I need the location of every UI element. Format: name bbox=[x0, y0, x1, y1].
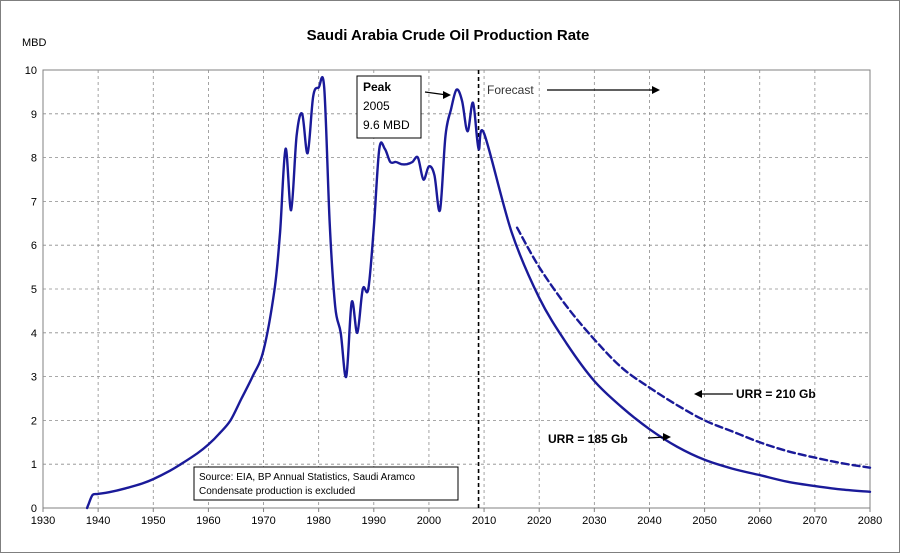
y-tick-label: 1 bbox=[31, 459, 37, 471]
series-line-urr-185 bbox=[85, 75, 872, 510]
urr-185-label: URR = 185 Gb bbox=[548, 432, 628, 446]
y-axis-unit-label: MBD bbox=[22, 37, 47, 49]
y-tick-label: 10 bbox=[25, 65, 37, 77]
y-tick-label: 3 bbox=[31, 372, 37, 384]
source-note: Source: EIA, BP Annual Statistics, Saudi… bbox=[193, 466, 459, 501]
urr-210-annotation: URR = 210 Gb bbox=[694, 387, 816, 401]
urr-210-arrowhead bbox=[694, 390, 702, 398]
peak-arrowhead bbox=[443, 91, 451, 99]
plot-area bbox=[42, 69, 871, 509]
x-tick-label: 2060 bbox=[747, 515, 771, 527]
forecast-label: Forecast bbox=[487, 83, 534, 97]
y-axis-ticks: 0 1 2 3 4 5 6 7 8 9 10 bbox=[25, 65, 37, 515]
x-tick-label: 1980 bbox=[306, 515, 330, 527]
urr-185-arrow bbox=[647, 436, 666, 439]
x-tick-label: 2020 bbox=[527, 515, 551, 527]
y-tick-label: 2 bbox=[31, 415, 37, 427]
x-tick-label: 2070 bbox=[803, 515, 827, 527]
x-tick-label: 1960 bbox=[196, 515, 220, 527]
chart-title: Saudi Arabia Crude Oil Production Rate bbox=[307, 27, 590, 44]
x-tick-label: 1950 bbox=[141, 515, 165, 527]
y-tick-label: 6 bbox=[31, 240, 37, 252]
x-tick-label: 2040 bbox=[637, 515, 661, 527]
exclusion-note: Condensate production is excluded bbox=[199, 486, 355, 497]
urr-185-annotation: URR = 185 Gb bbox=[548, 432, 671, 446]
series-line-urr-210 bbox=[515, 226, 872, 469]
peak-annotation: Peak 2005 9.6 MBD bbox=[356, 75, 451, 139]
x-tick-label: 1940 bbox=[86, 515, 110, 527]
y-tick-label: 9 bbox=[31, 109, 37, 121]
x-axis-ticks: 1930 1940 1950 1960 1970 1980 1990 2000 2010 2020… bbox=[31, 508, 882, 527]
urr-185-arrowhead bbox=[663, 433, 671, 441]
y-tick-label: 4 bbox=[31, 328, 37, 340]
peak-year: 2005 bbox=[363, 99, 390, 113]
forecast-annotation: Forecast bbox=[487, 83, 660, 97]
x-tick-label: 2010 bbox=[472, 515, 496, 527]
x-tick-label: 2080 bbox=[858, 515, 882, 527]
y-tick-label: 8 bbox=[31, 153, 37, 165]
x-tick-label: 1930 bbox=[31, 515, 55, 527]
x-tick-label: 2000 bbox=[417, 515, 441, 527]
peak-value: 9.6 MBD bbox=[363, 118, 410, 132]
peak-label: Peak bbox=[363, 80, 391, 94]
source-line: Source: EIA, BP Annual Statistics, Saudi… bbox=[199, 472, 415, 483]
urr-210-label: URR = 210 Gb bbox=[736, 387, 816, 401]
x-tick-label: 1970 bbox=[251, 515, 275, 527]
forecast-arrowhead bbox=[652, 86, 660, 94]
y-tick-label: 0 bbox=[31, 503, 37, 515]
grid-lines bbox=[43, 70, 870, 508]
source-note-box bbox=[193, 466, 459, 501]
y-tick-label: 5 bbox=[31, 284, 37, 296]
y-tick-label: 7 bbox=[31, 196, 37, 208]
series-lines bbox=[85, 75, 872, 510]
x-tick-label: 2030 bbox=[582, 515, 606, 527]
peak-annotation-box bbox=[356, 75, 422, 139]
x-tick-label: 1990 bbox=[362, 515, 386, 527]
x-tick-label: 2050 bbox=[692, 515, 716, 527]
